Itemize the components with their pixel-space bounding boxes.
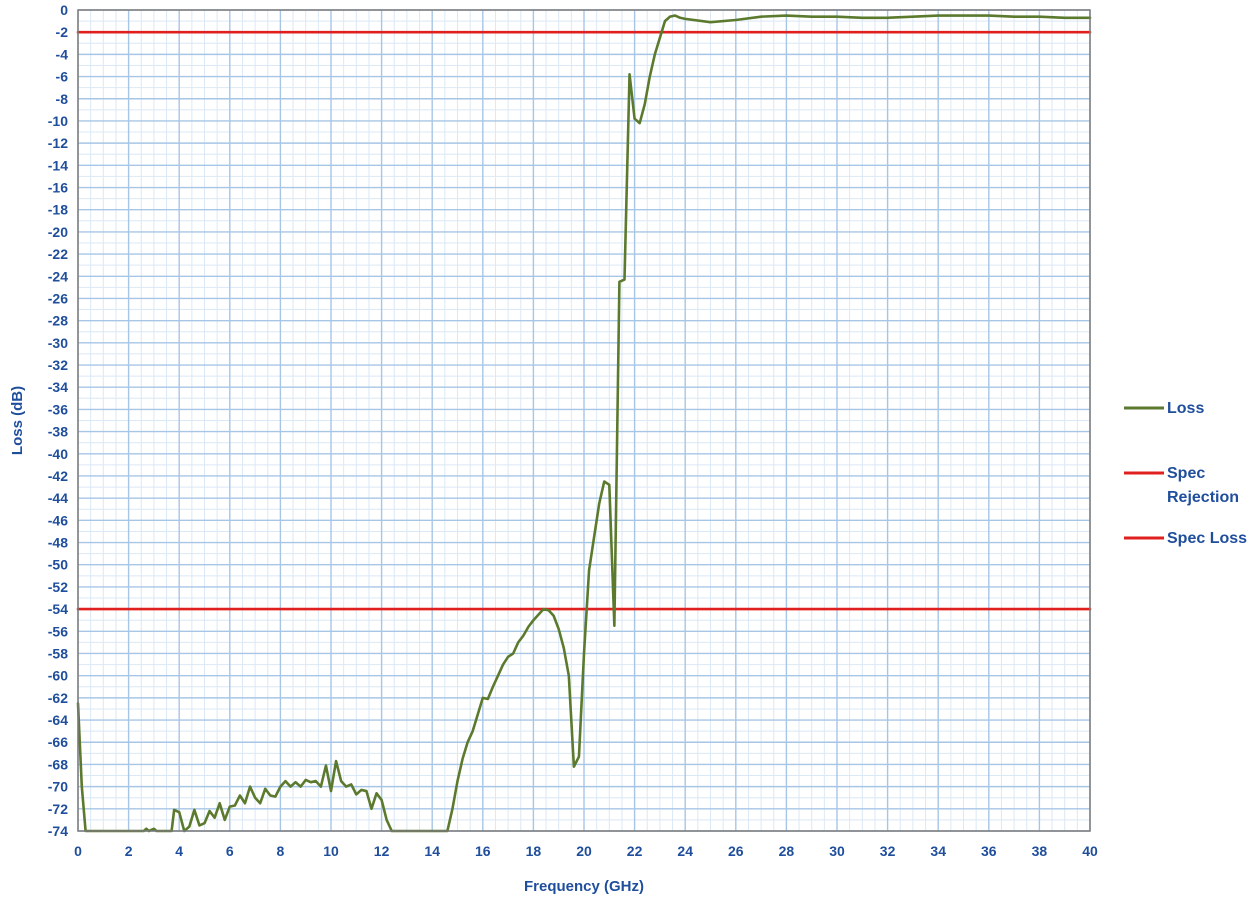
x-tick-label: 22 — [627, 843, 643, 859]
legend-label: Spec Loss — [1167, 530, 1247, 547]
y-tick-label: -56 — [48, 623, 68, 639]
x-tick-label: 4 — [175, 843, 183, 859]
x-tick-label: 36 — [981, 843, 997, 859]
y-tick-label: -24 — [48, 268, 68, 284]
y-tick-label: -22 — [48, 246, 68, 262]
y-tick-label: -42 — [48, 468, 68, 484]
legend-label: Loss — [1167, 400, 1204, 417]
x-tick-label: 16 — [475, 843, 491, 859]
y-tick-label: -46 — [48, 512, 68, 528]
x-tick-label: 18 — [526, 843, 542, 859]
axes: 0 2 4 6 8 10 12 14 16 18 20 22 24 26 28 30 32 34 36 38 400-2… — [48, 2, 1098, 859]
x-tick-label: 28 — [779, 843, 795, 859]
x-tick-label: 32 — [880, 843, 896, 859]
y-tick-label: -72 — [48, 801, 68, 817]
x-tick-label: 40 — [1082, 843, 1098, 859]
y-tick-label: -36 — [48, 401, 68, 417]
legend-item-spec-rejection: Spec Rejection — [1124, 465, 1239, 506]
legend: Loss Spec Rejection Spec Loss — [1124, 400, 1247, 547]
x-tick-label: 14 — [424, 843, 440, 859]
legend-item-loss: Loss — [1124, 400, 1204, 417]
y-tick-label: -32 — [48, 357, 68, 373]
x-axis-title: Frequency (GHz) — [524, 878, 644, 895]
y-tick-label: -20 — [48, 224, 68, 240]
y-tick-label: -40 — [48, 446, 68, 462]
y-tick-label: -62 — [48, 690, 68, 706]
y-tick-label: -68 — [48, 756, 68, 772]
y-tick-label: -70 — [48, 779, 68, 795]
x-tick-label: 12 — [374, 843, 390, 859]
x-tick-label: 6 — [226, 843, 234, 859]
y-tick-label: -60 — [48, 668, 68, 684]
y-tick-label: -6 — [56, 69, 69, 85]
y-tick-label: -74 — [48, 823, 68, 839]
y-tick-label: -2 — [56, 24, 69, 40]
y-tick-label: -16 — [48, 180, 68, 196]
y-tick-label: -66 — [48, 734, 68, 750]
x-tick-label: 38 — [1032, 843, 1048, 859]
y-tick-label: -10 — [48, 113, 68, 129]
x-tick-label: 26 — [728, 843, 744, 859]
series-loss — [76, 14, 1092, 833]
y-tick-label: -26 — [48, 290, 68, 306]
y-tick-label: -8 — [56, 91, 69, 107]
y-tick-label: -14 — [48, 157, 68, 173]
y-axis-title: Loss (dB) — [9, 386, 26, 455]
series-layer — [76, 14, 1092, 833]
x-tick-label: 10 — [323, 843, 339, 859]
x-tick-label: 2 — [125, 843, 133, 859]
x-tick-label: 34 — [930, 843, 946, 859]
y-tick-label: -64 — [48, 712, 68, 728]
x-tick-label: 30 — [829, 843, 845, 859]
x-tick-label: 20 — [576, 843, 592, 859]
x-tick-label: 24 — [677, 843, 693, 859]
legend-label: Spec — [1167, 465, 1205, 482]
x-tick-label: 0 — [74, 843, 82, 859]
plot-frame — [77, 9, 1091, 832]
y-tick-label: -58 — [48, 645, 68, 661]
y-tick-label: -34 — [48, 379, 68, 395]
y-tick-label: -38 — [48, 424, 68, 440]
x-tick-label: 8 — [277, 843, 285, 859]
y-tick-label: -4 — [56, 46, 69, 62]
y-tick-label: -28 — [48, 313, 68, 329]
y-tick-label: -12 — [48, 135, 68, 151]
y-tick-label: -48 — [48, 535, 68, 551]
y-tick-label: -30 — [48, 335, 68, 351]
y-tick-label: -52 — [48, 579, 68, 595]
legend-item-spec-loss: Spec Loss — [1124, 530, 1247, 547]
y-tick-label: 0 — [60, 2, 68, 18]
legend-label: Rejection — [1167, 489, 1239, 506]
y-tick-label: -18 — [48, 202, 68, 218]
y-tick-label: -54 — [48, 601, 68, 617]
y-tick-label: -50 — [48, 557, 68, 573]
y-tick-label: -44 — [48, 490, 68, 506]
grid — [77, 9, 1091, 832]
